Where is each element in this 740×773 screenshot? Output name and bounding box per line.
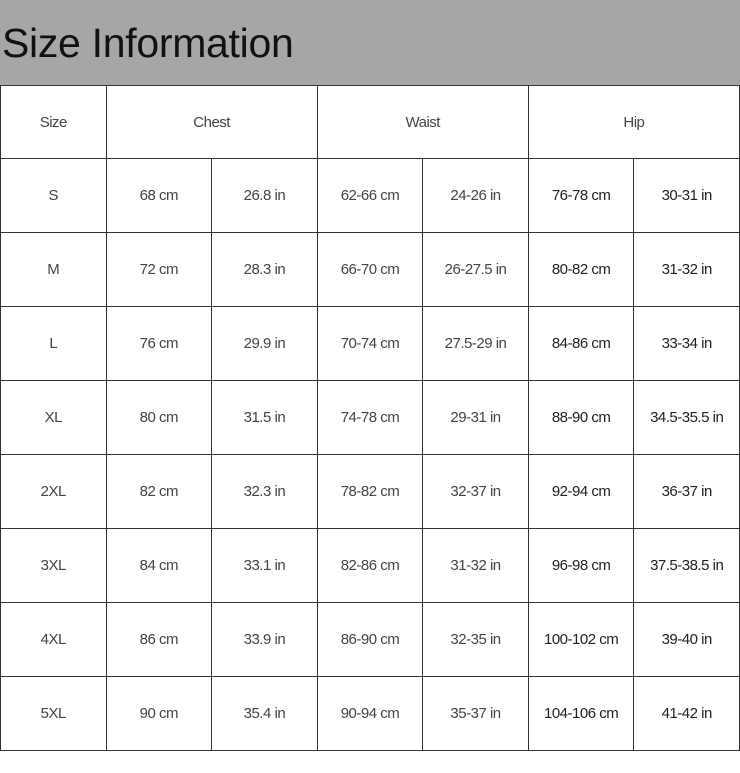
cell-hip-in: 31-32 in <box>633 232 740 307</box>
cell-hip-in: 33-34 in <box>633 306 740 381</box>
title-bar: Size Information <box>0 0 740 85</box>
cell-size: S <box>0 158 107 233</box>
cell-chest-cm: 72 cm <box>105 232 213 307</box>
cell-hip-cm: 100-102 cm <box>527 602 635 677</box>
cell-hip-in: 39-40 in <box>633 602 740 677</box>
table-row: L 76 cm 29.9 in 70-74 cm 27.5-29 in 84-86 cm 3… <box>0 306 740 381</box>
cell-chest-cm: 68 cm <box>105 158 213 233</box>
cell-hip-cm: 80-82 cm <box>527 232 635 307</box>
cell-chest-cm: 80 cm <box>105 380 213 455</box>
cell-size: 4XL <box>0 602 107 677</box>
cell-waist-cm: 74-78 cm <box>316 380 424 455</box>
cell-waist-cm: 82-86 cm <box>316 528 424 603</box>
cell-waist-in: 31-32 in <box>422 528 529 603</box>
table-row: XL 80 cm 31.5 in 74-78 cm 29-31 in 88-90 cm 34… <box>0 380 740 455</box>
cell-hip-cm: 96-98 cm <box>527 528 635 603</box>
cell-waist-in: 29-31 in <box>422 380 529 455</box>
cell-waist-in: 35-37 in <box>422 676 529 751</box>
cell-size: L <box>0 306 107 381</box>
header-row: Size Chest Waist Hip <box>0 85 740 159</box>
table-row: 5XL 90 cm 35.4 in 90-94 cm 35-37 in 104-106 c… <box>0 676 740 751</box>
cell-size: 5XL <box>0 676 107 751</box>
cell-waist-in: 32-37 in <box>422 454 529 529</box>
cell-waist-cm: 86-90 cm <box>316 602 424 677</box>
cell-chest-cm: 86 cm <box>105 602 213 677</box>
cell-chest-in: 32.3 in <box>211 454 318 529</box>
cell-waist-cm: 62-66 cm <box>316 158 424 233</box>
cell-chest-in: 26.8 in <box>211 158 318 233</box>
cell-hip-cm: 104-106 cm <box>527 676 635 751</box>
cell-hip-in: 41-42 in <box>633 676 740 751</box>
cell-hip-in: 34.5-35.5 in <box>633 380 740 455</box>
cell-chest-in: 33.1 in <box>211 528 318 603</box>
page-title: Size Information <box>2 20 294 66</box>
cell-waist-cm: 90-94 cm <box>316 676 424 751</box>
cell-hip-in: 30-31 in <box>633 158 740 233</box>
cell-chest-in: 28.3 in <box>211 232 318 307</box>
cell-hip-cm: 76-78 cm <box>527 158 635 233</box>
header-size: Size <box>0 85 107 159</box>
cell-size: M <box>0 232 107 307</box>
cell-waist-in: 32-35 in <box>422 602 529 677</box>
table-row: M 72 cm 28.3 in 66-70 cm 26-27.5 in 80-82 cm 3… <box>0 232 740 307</box>
cell-chest-cm: 84 cm <box>105 528 213 603</box>
cell-chest-cm: 76 cm <box>105 306 213 381</box>
cell-waist-in: 26-27.5 in <box>422 232 529 307</box>
header-waist: Waist <box>316 85 529 159</box>
cell-waist-cm: 66-70 cm <box>316 232 424 307</box>
cell-size: XL <box>0 380 107 455</box>
cell-waist-in: 27.5-29 in <box>422 306 529 381</box>
cell-chest-cm: 82 cm <box>105 454 213 529</box>
cell-size: 2XL <box>0 454 107 529</box>
header-chest: Chest <box>105 85 318 159</box>
cell-hip-cm: 88-90 cm <box>527 380 635 455</box>
cell-waist-cm: 78-82 cm <box>316 454 424 529</box>
cell-chest-in: 31.5 in <box>211 380 318 455</box>
cell-size: 3XL <box>0 528 107 603</box>
cell-hip-cm: 84-86 cm <box>527 306 635 381</box>
cell-waist-in: 24-26 in <box>422 158 529 233</box>
table-row: 2XL 82 cm 32.3 in 78-82 cm 32-37 in 92-94 cm 3… <box>0 454 740 529</box>
cell-hip-in: 36-37 in <box>633 454 740 529</box>
size-table: Size Chest Waist Hip S 68 cm 26.8 in 62-66 … <box>0 85 740 751</box>
cell-hip-in: 37.5-38.5 in <box>633 528 740 603</box>
header-hip: Hip <box>527 85 740 159</box>
table-row: 4XL 86 cm 33.9 in 86-90 cm 32-35 in 100-102 c… <box>0 602 740 677</box>
table-row: S 68 cm 26.8 in 62-66 cm 24-26 in 76-78 cm 30-… <box>0 158 740 233</box>
cell-chest-in: 29.9 in <box>211 306 318 381</box>
cell-waist-cm: 70-74 cm <box>316 306 424 381</box>
cell-chest-cm: 90 cm <box>105 676 213 751</box>
table-row: 3XL 84 cm 33.1 in 82-86 cm 31-32 in 96-98 cm 3… <box>0 528 740 603</box>
cell-hip-cm: 92-94 cm <box>527 454 635 529</box>
cell-chest-in: 33.9 in <box>211 602 318 677</box>
cell-chest-in: 35.4 in <box>211 676 318 751</box>
